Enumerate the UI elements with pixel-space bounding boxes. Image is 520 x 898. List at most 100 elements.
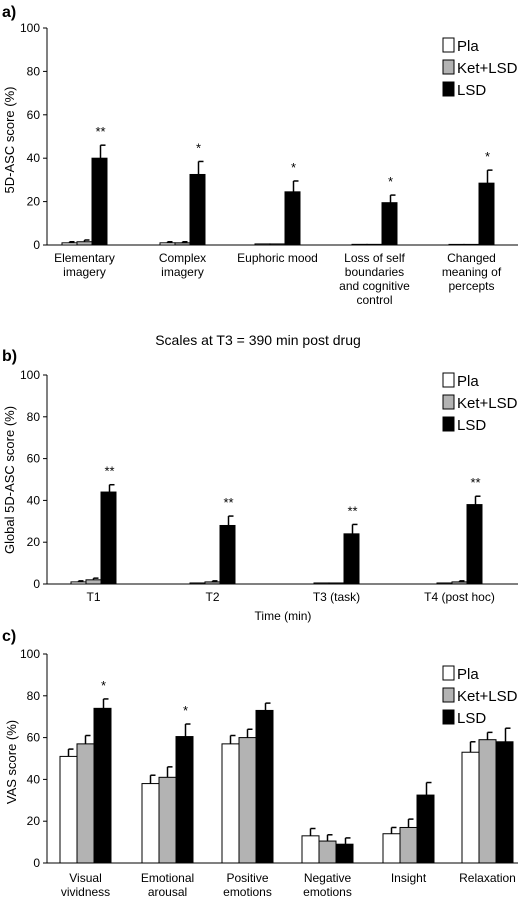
x-axis-label-b: Time (min) (255, 609, 312, 623)
bar-pla (461, 751, 480, 864)
bars-b: 0 20 40 60 80 100 ** T1 ** T2 ** T3 (task) ** T4 (pos… (20, 368, 518, 604)
category-label: emotions (223, 885, 272, 898)
category-label: imagery (161, 265, 204, 279)
bar-lsd (381, 202, 398, 246)
category-label: imagery (63, 265, 106, 279)
significance-marker: * (291, 160, 296, 175)
bar-pla (189, 582, 206, 585)
bar-lsd (255, 709, 274, 864)
bar-lsd (93, 707, 112, 864)
y-axis-label-a: 5D-ASC score (%) (2, 87, 17, 194)
significance-marker: ** (223, 495, 233, 510)
category-label: T3 (task) (313, 590, 360, 604)
y-tick-label: 20 (27, 814, 41, 828)
bar-ket-lsd (328, 582, 345, 585)
bar-ket-lsd (318, 840, 337, 864)
bar-pla (221, 743, 240, 864)
y-tick-label: 0 (33, 856, 40, 870)
y-tick-label: 20 (27, 195, 41, 209)
category-label: T1 (86, 590, 100, 604)
y-tick-label: 100 (20, 21, 40, 35)
bar-pla (448, 243, 465, 246)
legend-swatch (442, 59, 455, 75)
legend-swatch (442, 709, 455, 725)
legend-label: Pla (457, 38, 479, 55)
bar-lsd (466, 504, 483, 585)
y-tick-label: 0 (33, 577, 40, 591)
significance-marker: ** (347, 503, 357, 518)
bar-lsd (284, 191, 301, 246)
significance-marker: * (196, 140, 201, 155)
legend-swatch (442, 37, 455, 53)
y-tick-label: 80 (27, 410, 41, 424)
bar-ket-lsd (463, 243, 480, 246)
bar-lsd (189, 173, 206, 246)
bar-pla (159, 242, 176, 246)
category-label: boundaries (345, 265, 404, 279)
legend-label: Pla (457, 373, 479, 390)
significance-marker: * (388, 174, 393, 189)
y-tick-label: 100 (20, 647, 40, 661)
panel-a: a) 5D-ASC score (%) Scales at T3 = 390 m… (2, 4, 518, 348)
y-tick-label: 40 (27, 151, 41, 165)
significance-marker: * (485, 149, 490, 164)
significance-marker: * (183, 703, 188, 718)
significance-marker: ** (470, 475, 480, 490)
category-label: Loss of self (344, 251, 405, 265)
category-label: Euphoric mood (237, 251, 318, 265)
category-label: emotions (303, 885, 352, 898)
legend-label: Ket+LSD (457, 60, 518, 77)
bar-lsd (478, 182, 495, 246)
bar-lsd (175, 736, 194, 864)
bar-ket-lsd (451, 581, 468, 585)
legend-label: Ket+LSD (457, 395, 518, 412)
bar-ket-lsd (366, 243, 383, 246)
category-label: Insight (391, 871, 427, 885)
y-tick-label: 40 (27, 493, 41, 507)
category-label: percepts (448, 279, 494, 293)
legend-swatch (442, 81, 455, 97)
y-axis-label-c: VAS score (%) (4, 720, 19, 804)
bar-ket-lsd (204, 581, 221, 585)
bar-pla (301, 835, 320, 864)
category-label: Positive (226, 871, 268, 885)
legend-label: LSD (457, 417, 486, 434)
bar-pla (254, 243, 271, 246)
bar-ket-lsd (76, 743, 95, 864)
category-label: T4 (post hoc) (424, 590, 495, 604)
panel-label-b: b) (2, 348, 17, 365)
category-label: T2 (205, 590, 219, 604)
legend-swatch (442, 416, 455, 432)
y-tick-label: 60 (27, 731, 41, 745)
y-tick-label: 60 (27, 452, 41, 466)
category-label: arousal (148, 885, 187, 898)
bar-pla (436, 582, 453, 585)
category-label: vividness (61, 885, 110, 898)
bar-ket-lsd (174, 242, 191, 246)
y-tick-label: 0 (33, 238, 40, 252)
bars-a: 020406080100**Elementaryimagery*Complexi… (20, 21, 518, 307)
y-tick-label: 80 (27, 689, 41, 703)
legend-label: Ket+LSD (457, 688, 518, 705)
bar-pla (351, 243, 368, 246)
y-tick-label: 60 (27, 108, 41, 122)
bar-pla (141, 783, 160, 864)
bar-pla (313, 582, 330, 585)
legend-label: LSD (457, 82, 486, 99)
bar-lsd (335, 843, 354, 864)
bar-ket-lsd (85, 579, 102, 585)
bar-pla (59, 755, 78, 864)
bar-ket-lsd (76, 241, 93, 246)
category-label: Changed (447, 251, 496, 265)
y-tick-label: 20 (27, 535, 41, 549)
bar-lsd (343, 533, 360, 585)
bar-lsd (219, 524, 236, 585)
category-label: Elementary (54, 251, 115, 265)
legend-swatch (442, 665, 455, 681)
panel-label-c: c) (2, 628, 16, 645)
y-tick-label: 80 (27, 64, 41, 78)
category-label: control (356, 293, 392, 307)
panel-label-a: a) (2, 4, 16, 21)
bar-pla (61, 242, 78, 246)
